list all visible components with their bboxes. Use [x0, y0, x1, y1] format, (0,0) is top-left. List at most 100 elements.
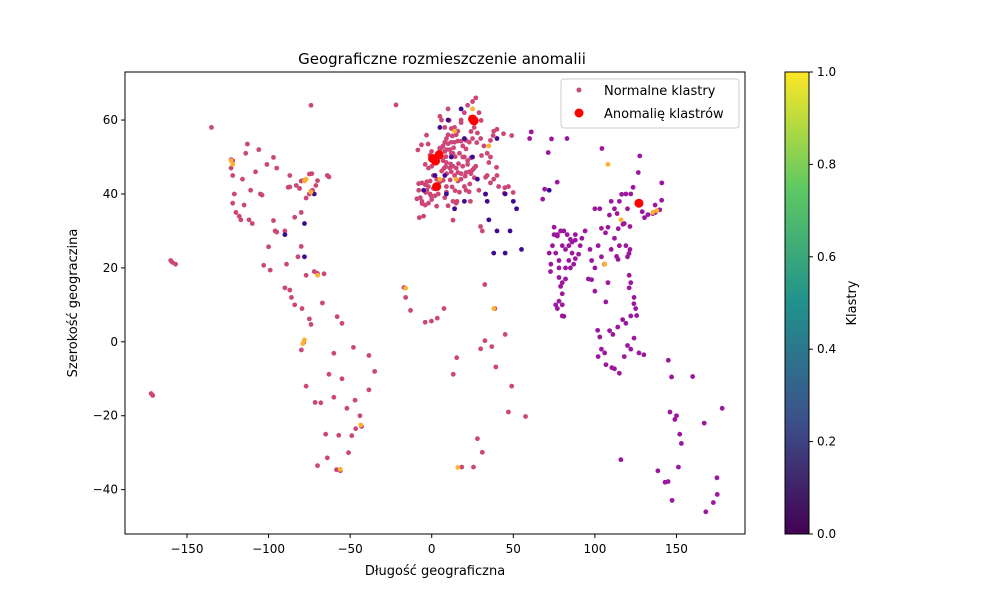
normal-point — [454, 355, 460, 361]
cluster-point — [461, 136, 467, 141]
normal-point — [484, 173, 490, 178]
cluster-point — [510, 198, 516, 204]
normal-point — [264, 162, 270, 167]
cluster-point — [703, 509, 709, 515]
cluster-point — [572, 256, 578, 262]
normal-point — [349, 433, 355, 439]
normal-point — [459, 464, 465, 470]
cluster-point — [559, 280, 565, 286]
normal-point — [471, 464, 476, 470]
normal-point — [457, 189, 462, 195]
cluster-point — [623, 320, 629, 326]
normal-point — [320, 300, 325, 306]
cluster-point — [620, 317, 626, 323]
cluster-point — [603, 299, 609, 305]
normal-point — [324, 455, 330, 461]
normal-point — [442, 125, 448, 130]
normal-point — [422, 162, 428, 167]
normal-point — [408, 307, 413, 313]
normal-point — [209, 125, 214, 130]
normal-point — [230, 173, 236, 178]
cluster-point — [602, 261, 608, 267]
normal-point — [415, 147, 421, 153]
cluster-point — [608, 198, 614, 204]
cluster-point — [667, 409, 673, 415]
cluster-point — [545, 150, 551, 155]
normal-point — [233, 210, 239, 215]
cluster-point — [614, 211, 620, 216]
cluster-point — [475, 176, 480, 182]
cluster-point — [609, 365, 615, 371]
normal-point — [468, 171, 474, 177]
normal-point — [351, 344, 356, 350]
normal-point — [523, 414, 528, 419]
normal-point — [458, 171, 464, 177]
normal-point — [461, 154, 467, 160]
normal-point — [331, 350, 337, 356]
cluster-point — [619, 191, 625, 197]
normal-point — [482, 282, 488, 287]
normal-point — [297, 186, 302, 191]
cluster-point — [564, 232, 570, 238]
normal-point — [479, 449, 485, 455]
normal-point — [303, 383, 309, 389]
cluster-point — [602, 350, 608, 356]
cluster-point — [483, 191, 488, 197]
cluster-point — [659, 180, 665, 186]
cluster-point — [655, 468, 661, 474]
normal-point — [312, 400, 318, 405]
normal-point — [266, 244, 271, 250]
normal-point — [494, 164, 499, 170]
cluster-point — [639, 209, 645, 215]
normal-point — [478, 136, 484, 141]
cluster-point — [308, 189, 314, 195]
cluster-point — [621, 221, 627, 226]
normal-point — [248, 187, 254, 193]
chart-title: Geograficzne rozmieszczenie anomalii — [298, 50, 586, 68]
cluster-point — [636, 350, 642, 356]
cluster-point — [572, 232, 578, 238]
normal-point — [421, 213, 426, 219]
cluster-point — [514, 206, 519, 212]
normal-point — [339, 320, 345, 326]
cluster-point — [608, 247, 614, 252]
cluster-point — [542, 186, 548, 192]
normal-point — [241, 202, 247, 208]
normal-point — [434, 315, 440, 321]
normal-point — [448, 169, 454, 175]
cluster-point — [546, 187, 552, 193]
cluster-point — [458, 106, 464, 112]
normal-point — [261, 262, 267, 268]
normal-point — [416, 215, 422, 221]
cluster-point — [337, 466, 343, 472]
normal-point — [442, 195, 448, 201]
cluster-point — [546, 250, 552, 256]
normal-point — [230, 200, 236, 206]
cluster-point — [623, 243, 629, 249]
y-tick-label: −40 — [93, 483, 118, 497]
cluster-point — [556, 275, 562, 280]
cluster-point — [618, 217, 624, 223]
normal-point — [357, 413, 363, 419]
normal-point — [403, 295, 409, 300]
normal-point — [309, 171, 315, 177]
colorbar-tick-label: 1.0 — [817, 65, 836, 79]
x-tick-label: 150 — [665, 542, 688, 556]
normal-point — [326, 371, 332, 377]
colorbar-label: Klastry — [845, 280, 860, 325]
normal-point — [470, 167, 475, 173]
normal-point — [287, 184, 293, 190]
normal-point — [336, 432, 342, 438]
normal-point — [475, 436, 480, 442]
cluster-point — [633, 306, 639, 311]
cluster-point — [701, 420, 707, 426]
cluster-point — [491, 250, 497, 256]
cluster-point — [455, 465, 461, 470]
cluster-point — [302, 254, 307, 260]
cluster-point — [551, 224, 557, 230]
normal-point — [353, 426, 359, 432]
normal-point — [440, 158, 446, 164]
normal-point — [284, 261, 289, 267]
cluster-point — [662, 479, 668, 485]
